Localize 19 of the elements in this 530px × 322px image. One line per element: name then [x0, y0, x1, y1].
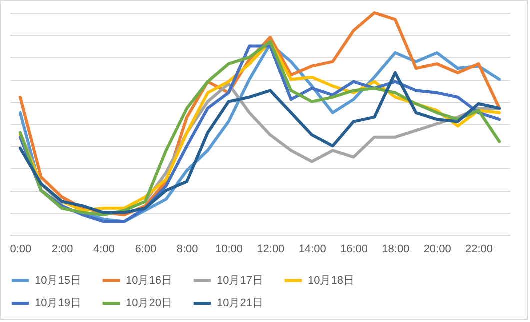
legend-label: 10月18日: [308, 274, 354, 287]
x-tick-label: 0:00: [10, 244, 32, 256]
x-tick-label: 6:00: [135, 244, 157, 256]
x-tick-label: 18:00: [382, 244, 410, 256]
x-tick-label: 20:00: [424, 244, 452, 256]
x-tick-label: 10:00: [215, 244, 244, 256]
x-tick-label: 16:00: [340, 244, 368, 256]
legend-label: 10月17日: [217, 274, 264, 287]
x-tick-label: 12:00: [257, 244, 285, 256]
x-tick-label: 22:00: [465, 244, 494, 256]
legend-label: 10月16日: [126, 274, 172, 287]
legend-label: 10月19日: [35, 298, 82, 310]
x-tick-label: 2:00: [52, 244, 74, 256]
legend-label: 10月15日: [35, 274, 82, 287]
x-tick-label: 14:00: [298, 244, 326, 256]
legend-label: 10月21日: [217, 298, 264, 310]
legend-label: 10月20日: [126, 298, 172, 310]
x-tick-label: 4:00: [94, 244, 115, 256]
x-tick-label: 8:00: [176, 244, 198, 256]
